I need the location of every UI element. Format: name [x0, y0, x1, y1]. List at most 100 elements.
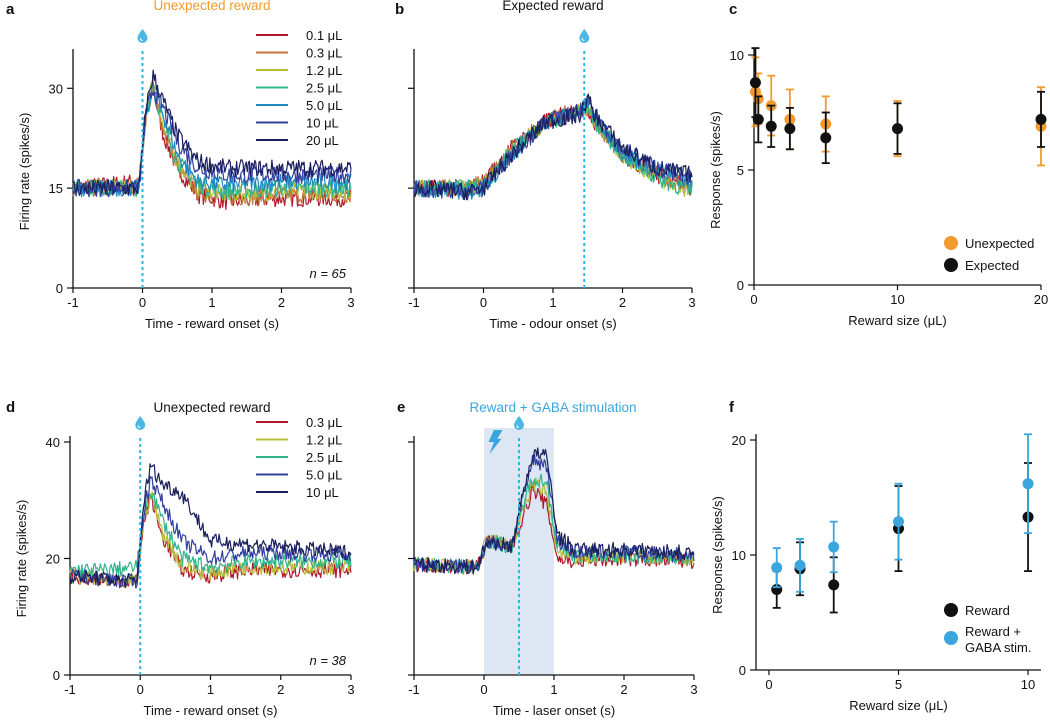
data-point: [828, 579, 840, 591]
x-tick-label: 20: [1034, 292, 1048, 307]
x-tick-label: 0: [750, 292, 757, 307]
y-tick-label: 20: [732, 433, 746, 448]
x-tick-label: 0: [137, 682, 144, 697]
y-tick-label: 20: [46, 552, 60, 567]
x-tick-label: -1: [64, 682, 76, 697]
water-drop-icon: [579, 29, 590, 43]
x-tick-label: 1: [550, 682, 557, 697]
panel-e: e Reward + GABA stimulation -1 0 1 2 3 Time - l…: [397, 399, 698, 718]
trace-10L: [413, 447, 695, 575]
x-axis-label: Reward size (μL): [849, 698, 948, 713]
x-tick-label: 0: [480, 682, 487, 697]
y-tick-label: 10: [732, 548, 746, 563]
y-axis-label: Firing rate (spikes/s): [14, 500, 29, 618]
legend-label: 2.5 μL: [306, 81, 342, 96]
x-tick-label: 1: [207, 682, 214, 697]
data-point: [784, 123, 796, 135]
legend-marker: [944, 236, 958, 250]
panel-letter: e: [397, 399, 405, 416]
legend-label: 1.2 μL: [306, 433, 342, 448]
y-tick-label: 40: [46, 435, 60, 450]
x-axis-label: Time - laser onset (s): [493, 703, 615, 718]
legend-label: 5.0 μL: [306, 98, 342, 113]
legend-label: 0.3 μL: [306, 46, 342, 61]
data-point: [752, 113, 764, 125]
water-drop-icon: [135, 416, 146, 430]
legend-marker: [944, 631, 958, 645]
y-tick-label: 10: [730, 48, 744, 63]
data-point: [893, 516, 904, 528]
x-axis-label: Time - reward onset (s): [145, 316, 279, 331]
y-tick-label: 30: [49, 81, 63, 96]
legend-label: Expected: [965, 258, 1019, 273]
legend-marker: [944, 603, 958, 617]
x-tick-label: 10: [890, 292, 904, 307]
y-axis-label: Firing rate (spikes/s): [17, 113, 32, 231]
data-point: [1035, 113, 1047, 125]
x-tick-label: 2: [619, 295, 626, 310]
x-tick-label: 10: [1021, 677, 1035, 692]
trace-20L: [72, 69, 352, 196]
x-tick-label: 3: [347, 295, 354, 310]
x-tick-label: 0: [480, 295, 487, 310]
sample-size-label: n = 38: [309, 653, 346, 668]
data-point: [820, 132, 832, 144]
panel-letter: a: [6, 1, 15, 18]
trace-25L: [413, 96, 693, 198]
legend-label: 5.0 μL: [306, 468, 342, 483]
y-tick-label: 5: [737, 163, 744, 178]
trace-10L: [69, 463, 352, 589]
panel-title: Reward + GABA stimulation: [470, 400, 637, 415]
data-point: [828, 541, 840, 553]
data-point: [771, 562, 783, 574]
x-tick-label: -1: [67, 295, 79, 310]
trace-50L: [69, 475, 352, 589]
sample-size-label: n = 65: [309, 266, 346, 281]
data-point: [765, 120, 777, 132]
x-tick-label: -1: [408, 682, 420, 697]
x-tick-label: 1: [549, 295, 556, 310]
legend-label: Unexpected: [965, 236, 1034, 251]
panel-c: c 0 10 20 0 5 10 Reward size (μL) Response (spik…: [708, 1, 1048, 328]
trace-10L: [413, 93, 693, 201]
panel-letter: f: [729, 399, 735, 416]
legend-label: 10 μL: [306, 116, 339, 131]
trace-25L: [69, 493, 352, 578]
legend-label: 10 μL: [306, 485, 339, 500]
x-tick-label: 1: [208, 295, 215, 310]
x-axis-label: Reward size (μL): [848, 313, 947, 328]
data-point: [749, 77, 761, 89]
x-tick-label: -1: [408, 295, 420, 310]
x-tick-label: 5: [895, 677, 902, 692]
legend-label: 0.3 μL: [306, 415, 342, 430]
legend-label: 2.5 μL: [306, 450, 342, 465]
x-tick-label: 3: [688, 295, 695, 310]
legend-label: Reward + GABA stim.: [965, 624, 1031, 655]
y-tick-label: 0: [739, 663, 746, 678]
x-tick-label: 3: [690, 682, 697, 697]
panel-title: Expected reward: [502, 0, 603, 13]
panel-title: Unexpected reward: [153, 400, 270, 415]
y-tick-label: 15: [49, 181, 63, 196]
water-drop-icon: [137, 29, 148, 43]
water-drop-icon: [514, 416, 524, 430]
panel-letter: b: [395, 1, 404, 18]
y-tick-label: 0: [53, 668, 60, 683]
trace-10L: [72, 88, 352, 198]
legend-label: Reward: [965, 603, 1010, 618]
legend-label: 0.1 μL: [306, 28, 342, 43]
panel-d: d Unexpected reward -1 0 1 2 3 0 20 40 Time - rewa…: [6, 399, 355, 718]
y-axis-label: Response (spikes/s): [708, 111, 723, 229]
x-tick-label: 2: [277, 682, 284, 697]
legend-label: 20 μL: [306, 133, 339, 148]
x-tick-label: 2: [620, 682, 627, 697]
data-point: [1022, 478, 1034, 490]
trace-20L: [413, 93, 693, 201]
x-tick-label: 0: [765, 677, 772, 692]
panel-f: f 0 5 10 0 10 20 Reward size (μL) Response (spik…: [710, 399, 1041, 713]
y-axis-label: Response (spikes/s): [710, 496, 725, 614]
panel-title: Unexpected reward: [153, 0, 270, 13]
panel-b: b Expected reward -1 0 1 2 3 Time - odour onset…: [395, 0, 696, 331]
